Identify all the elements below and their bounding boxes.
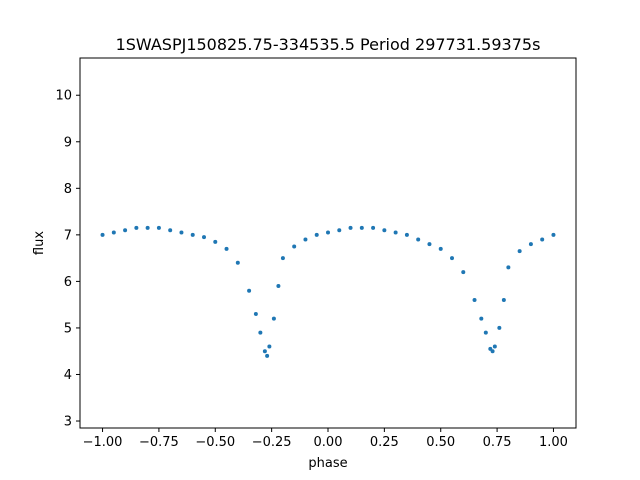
y-tick-label: 6 (64, 275, 72, 290)
data-point (371, 225, 376, 230)
data-point (271, 316, 276, 321)
data-point (224, 246, 229, 251)
data-point (472, 298, 477, 303)
y-tick-label: 3 (64, 415, 72, 430)
data-point (235, 260, 240, 265)
x-tick-label: 0.50 (426, 435, 455, 450)
x-tick-label: 0.00 (314, 435, 343, 450)
data-point (179, 230, 184, 235)
data-point (303, 237, 308, 242)
data-point (134, 225, 139, 230)
data-point (276, 284, 281, 289)
data-point (280, 256, 285, 261)
data-point (479, 316, 484, 321)
data-point (337, 228, 342, 233)
x-tick-label: 0.75 (483, 435, 512, 450)
y-tick-label: 8 (64, 182, 72, 197)
data-point (359, 225, 364, 230)
data-point (262, 349, 267, 354)
data-point (382, 228, 387, 233)
x-tick-label: 0.25 (370, 435, 399, 450)
data-point (540, 237, 545, 242)
x-tick-label: −0.50 (195, 435, 235, 450)
data-point (326, 230, 330, 235)
data-point (404, 232, 409, 237)
data-points (100, 225, 556, 358)
y-tick-label: 7 (64, 228, 72, 243)
data-point (551, 232, 556, 237)
data-point (501, 298, 506, 303)
data-point (111, 230, 116, 235)
y-tick-label: 9 (64, 135, 72, 150)
y-axis: 3 4 5 6 7 8 9 10 (55, 89, 80, 430)
data-point (156, 225, 161, 230)
data-point (123, 228, 128, 233)
data-point (416, 237, 421, 242)
data-point (506, 265, 511, 270)
data-point (100, 232, 105, 237)
data-point (427, 242, 432, 247)
x-tick-label: −0.25 (252, 435, 292, 450)
y-tick-label: 10 (55, 89, 72, 104)
data-point (528, 242, 533, 247)
y-tick-label: 5 (64, 321, 72, 336)
data-point (450, 256, 454, 261)
x-axis-label: phase (308, 456, 347, 471)
chart-title: 1SWASPJ150825.75-334535.5 Period 297731.… (116, 35, 541, 54)
data-point (258, 330, 263, 335)
data-point (145, 225, 150, 230)
data-point (292, 244, 297, 249)
data-point (314, 232, 319, 237)
data-point (438, 246, 443, 251)
data-point (190, 232, 195, 237)
data-point (168, 228, 173, 233)
data-point (483, 330, 488, 335)
data-point (253, 311, 258, 316)
x-tick-label: −0.75 (139, 435, 179, 450)
data-point (492, 344, 497, 349)
x-axis: −1.00 −0.75 −0.50 −0.25 0.00 0.25 0.50 0.75 1.00 (83, 428, 568, 450)
data-point (490, 349, 495, 354)
data-point (461, 270, 466, 275)
x-tick-label: 1.00 (539, 435, 568, 450)
y-tick-label: 4 (64, 368, 72, 383)
data-point (517, 249, 522, 254)
data-point (202, 235, 206, 240)
data-point (393, 230, 398, 235)
data-point (247, 288, 252, 293)
x-tick-label: −1.00 (83, 435, 123, 450)
data-point (265, 353, 270, 358)
data-point (267, 344, 272, 349)
data-point (213, 239, 218, 244)
data-point (348, 225, 353, 230)
data-point (497, 325, 502, 330)
y-axis-label: flux (32, 231, 47, 255)
